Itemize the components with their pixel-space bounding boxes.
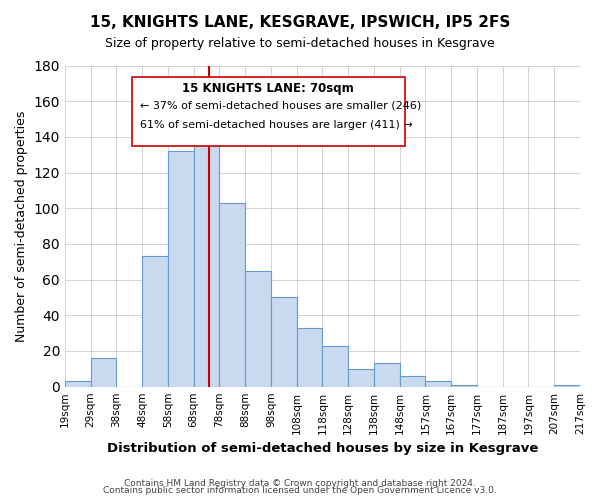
Bar [271,298,297,386]
Text: 61% of semi-detached houses are larger (411) →: 61% of semi-detached houses are larger (… [140,120,412,130]
Bar [65,382,91,386]
Bar [142,256,168,386]
Bar [297,328,322,386]
Bar [374,364,400,386]
Text: Size of property relative to semi-detached houses in Kesgrave: Size of property relative to semi-detach… [105,38,495,51]
Bar [245,270,271,386]
FancyBboxPatch shape [132,76,405,146]
Text: 15, KNIGHTS LANE, KESGRAVE, IPSWICH, IP5 2FS: 15, KNIGHTS LANE, KESGRAVE, IPSWICH, IP5… [90,15,510,30]
Bar [451,385,477,386]
Bar [348,369,374,386]
Bar [322,346,348,387]
Text: 15 KNIGHTS LANE: 70sqm: 15 KNIGHTS LANE: 70sqm [182,82,354,94]
Y-axis label: Number of semi-detached properties: Number of semi-detached properties [15,110,28,342]
X-axis label: Distribution of semi-detached houses by size in Kesgrave: Distribution of semi-detached houses by … [107,442,538,455]
Text: ← 37% of semi-detached houses are smaller (246): ← 37% of semi-detached houses are smalle… [140,101,421,111]
Bar [400,376,425,386]
Bar [554,385,580,386]
Bar [91,358,116,386]
Text: Contains public sector information licensed under the Open Government Licence v3: Contains public sector information licen… [103,486,497,495]
Bar [425,382,451,386]
Bar [194,137,220,386]
Text: Contains HM Land Registry data © Crown copyright and database right 2024.: Contains HM Land Registry data © Crown c… [124,478,476,488]
Bar [220,203,245,386]
Bar [168,151,194,386]
